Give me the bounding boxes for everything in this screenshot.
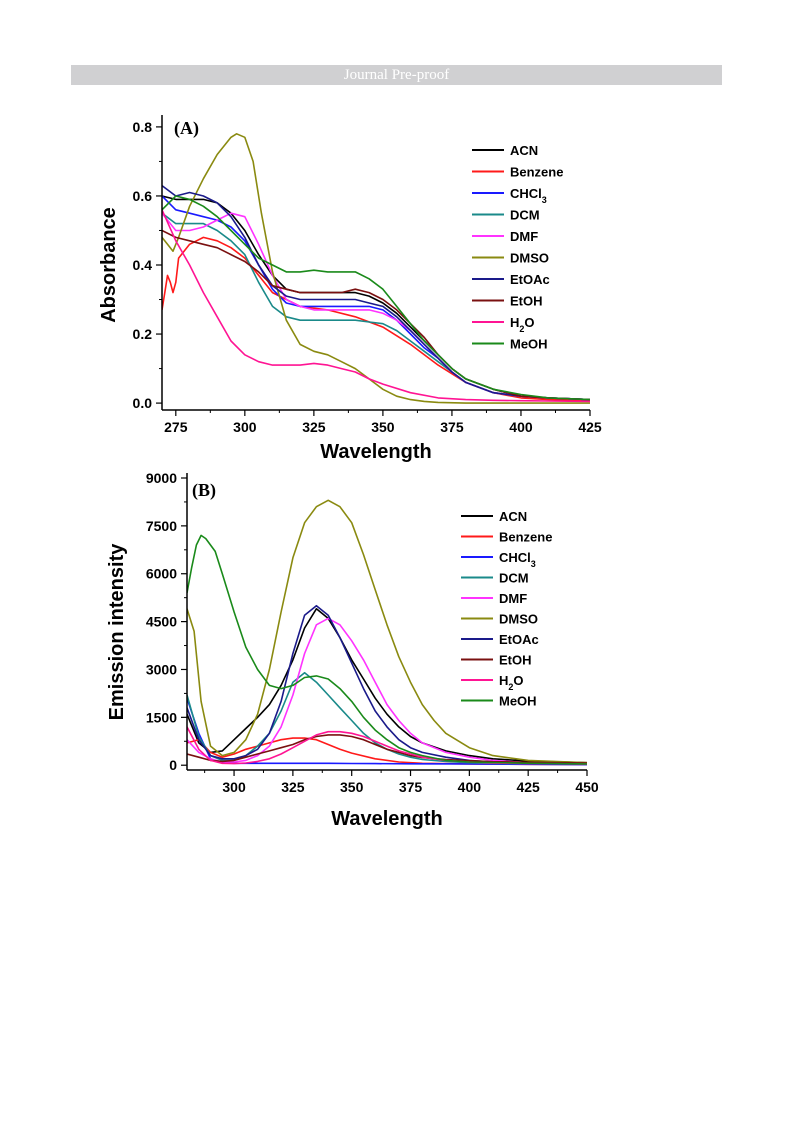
x-tick-label: 325 <box>281 779 305 795</box>
y-tick-label: 0.4 <box>133 257 153 273</box>
y-tick-label: 7500 <box>146 518 177 534</box>
series-line-meoh <box>187 534 587 765</box>
x-axis-title: Wavelength <box>331 808 443 830</box>
journal-header-bar: Journal Pre-proof <box>71 65 722 85</box>
series-line-dmso <box>187 499 587 764</box>
legend-label-benzene: Benzene <box>510 165 563 180</box>
panel-label: (A) <box>174 118 199 139</box>
series-lines <box>187 499 587 766</box>
x-tick-label: 300 <box>233 419 257 435</box>
series-line-etoac <box>162 184 590 401</box>
series-line-h2o <box>162 209 590 403</box>
x-tick-label: 300 <box>222 779 246 795</box>
legend: ACN Benzene CHCl3 DCM DMF DMSO EtOAc EtOH H2O MeO… <box>472 143 563 352</box>
legend-label-chcl3: CHCl3 <box>499 550 536 569</box>
x-tick-label: 325 <box>302 419 326 435</box>
x-tick-label: 375 <box>440 419 464 435</box>
legend-label-h2o: H2O <box>510 315 535 334</box>
x-tick-label: 425 <box>578 419 602 435</box>
legend-label-benzene: Benzene <box>499 530 552 545</box>
y-tick-label: 3000 <box>146 661 177 677</box>
x-tick-label: 400 <box>509 419 533 435</box>
x-tick-label: 275 <box>164 419 188 435</box>
y-tick-label: 0.2 <box>133 326 153 342</box>
legend-label-meoh: MeOH <box>499 694 537 709</box>
y-axis-title: Absorbance <box>98 207 120 323</box>
y-tick-label: 6000 <box>146 566 177 582</box>
legend-label-dmf: DMF <box>499 591 527 606</box>
legend-label-etoh: EtOH <box>499 653 532 668</box>
legend-label-dmf: DMF <box>510 229 538 244</box>
legend-label-chcl3: CHCl3 <box>510 186 547 205</box>
x-axis-title: Wavelength <box>320 441 432 463</box>
legend-label-dcm: DCM <box>510 208 540 223</box>
legend-label-h2o: H2O <box>499 673 524 692</box>
legend-label-etoac: EtOAc <box>499 632 539 647</box>
x-tick-label: 400 <box>458 779 482 795</box>
series-line-dcm <box>187 671 587 765</box>
legend-label-dmso: DMSO <box>499 612 538 627</box>
y-tick-label: 4500 <box>146 614 177 630</box>
y-tick-label: 0.6 <box>133 188 153 204</box>
y-axis-title: Emission intensity <box>106 543 128 721</box>
series-line-h2o <box>187 726 587 765</box>
legend-label-meoh: MeOH <box>510 337 548 352</box>
journal-header-text: Journal Pre-proof <box>343 67 450 83</box>
y-tick-label: 1500 <box>146 709 177 725</box>
legend-label-acn: ACN <box>499 509 527 524</box>
y-tick-label: 0 <box>169 757 177 773</box>
x-tick-label: 375 <box>399 779 423 795</box>
x-tick-label: 425 <box>516 779 540 795</box>
x-tick-label: 350 <box>371 419 395 435</box>
series-line-benzene <box>187 737 587 766</box>
y-tick-label: 0.0 <box>133 395 153 411</box>
legend: ACN Benzene CHCl3 DCM DMF DMSO EtOAc EtOH H2O MeO… <box>461 509 552 709</box>
series-line-dmso <box>162 133 590 404</box>
chart-panel-a: 275 300 325 350 375 400 425 0.0 0.2 0.4 0.6 0.8 Wave… <box>98 115 602 463</box>
y-tick-label: 0.8 <box>133 119 153 135</box>
series-line-meoh <box>162 195 590 401</box>
legend-label-dcm: DCM <box>499 571 529 586</box>
x-tick-label: 450 <box>575 779 599 795</box>
legend-label-etoh: EtOH <box>510 294 543 309</box>
series-lines <box>162 133 590 404</box>
panel-label: (B) <box>192 480 216 501</box>
series-line-etoac <box>187 604 587 765</box>
y-tick-label: 9000 <box>146 470 177 486</box>
legend-label-dmso: DMSO <box>510 251 549 266</box>
x-tick-label: 350 <box>340 779 364 795</box>
chart-panel-b: 300 325 350 375 400 425 4500150030004500600075… <box>106 470 599 830</box>
legend-label-acn: ACN <box>510 143 538 158</box>
series-line-dmf <box>187 617 587 765</box>
legend-label-etoac: EtOAc <box>510 272 550 287</box>
